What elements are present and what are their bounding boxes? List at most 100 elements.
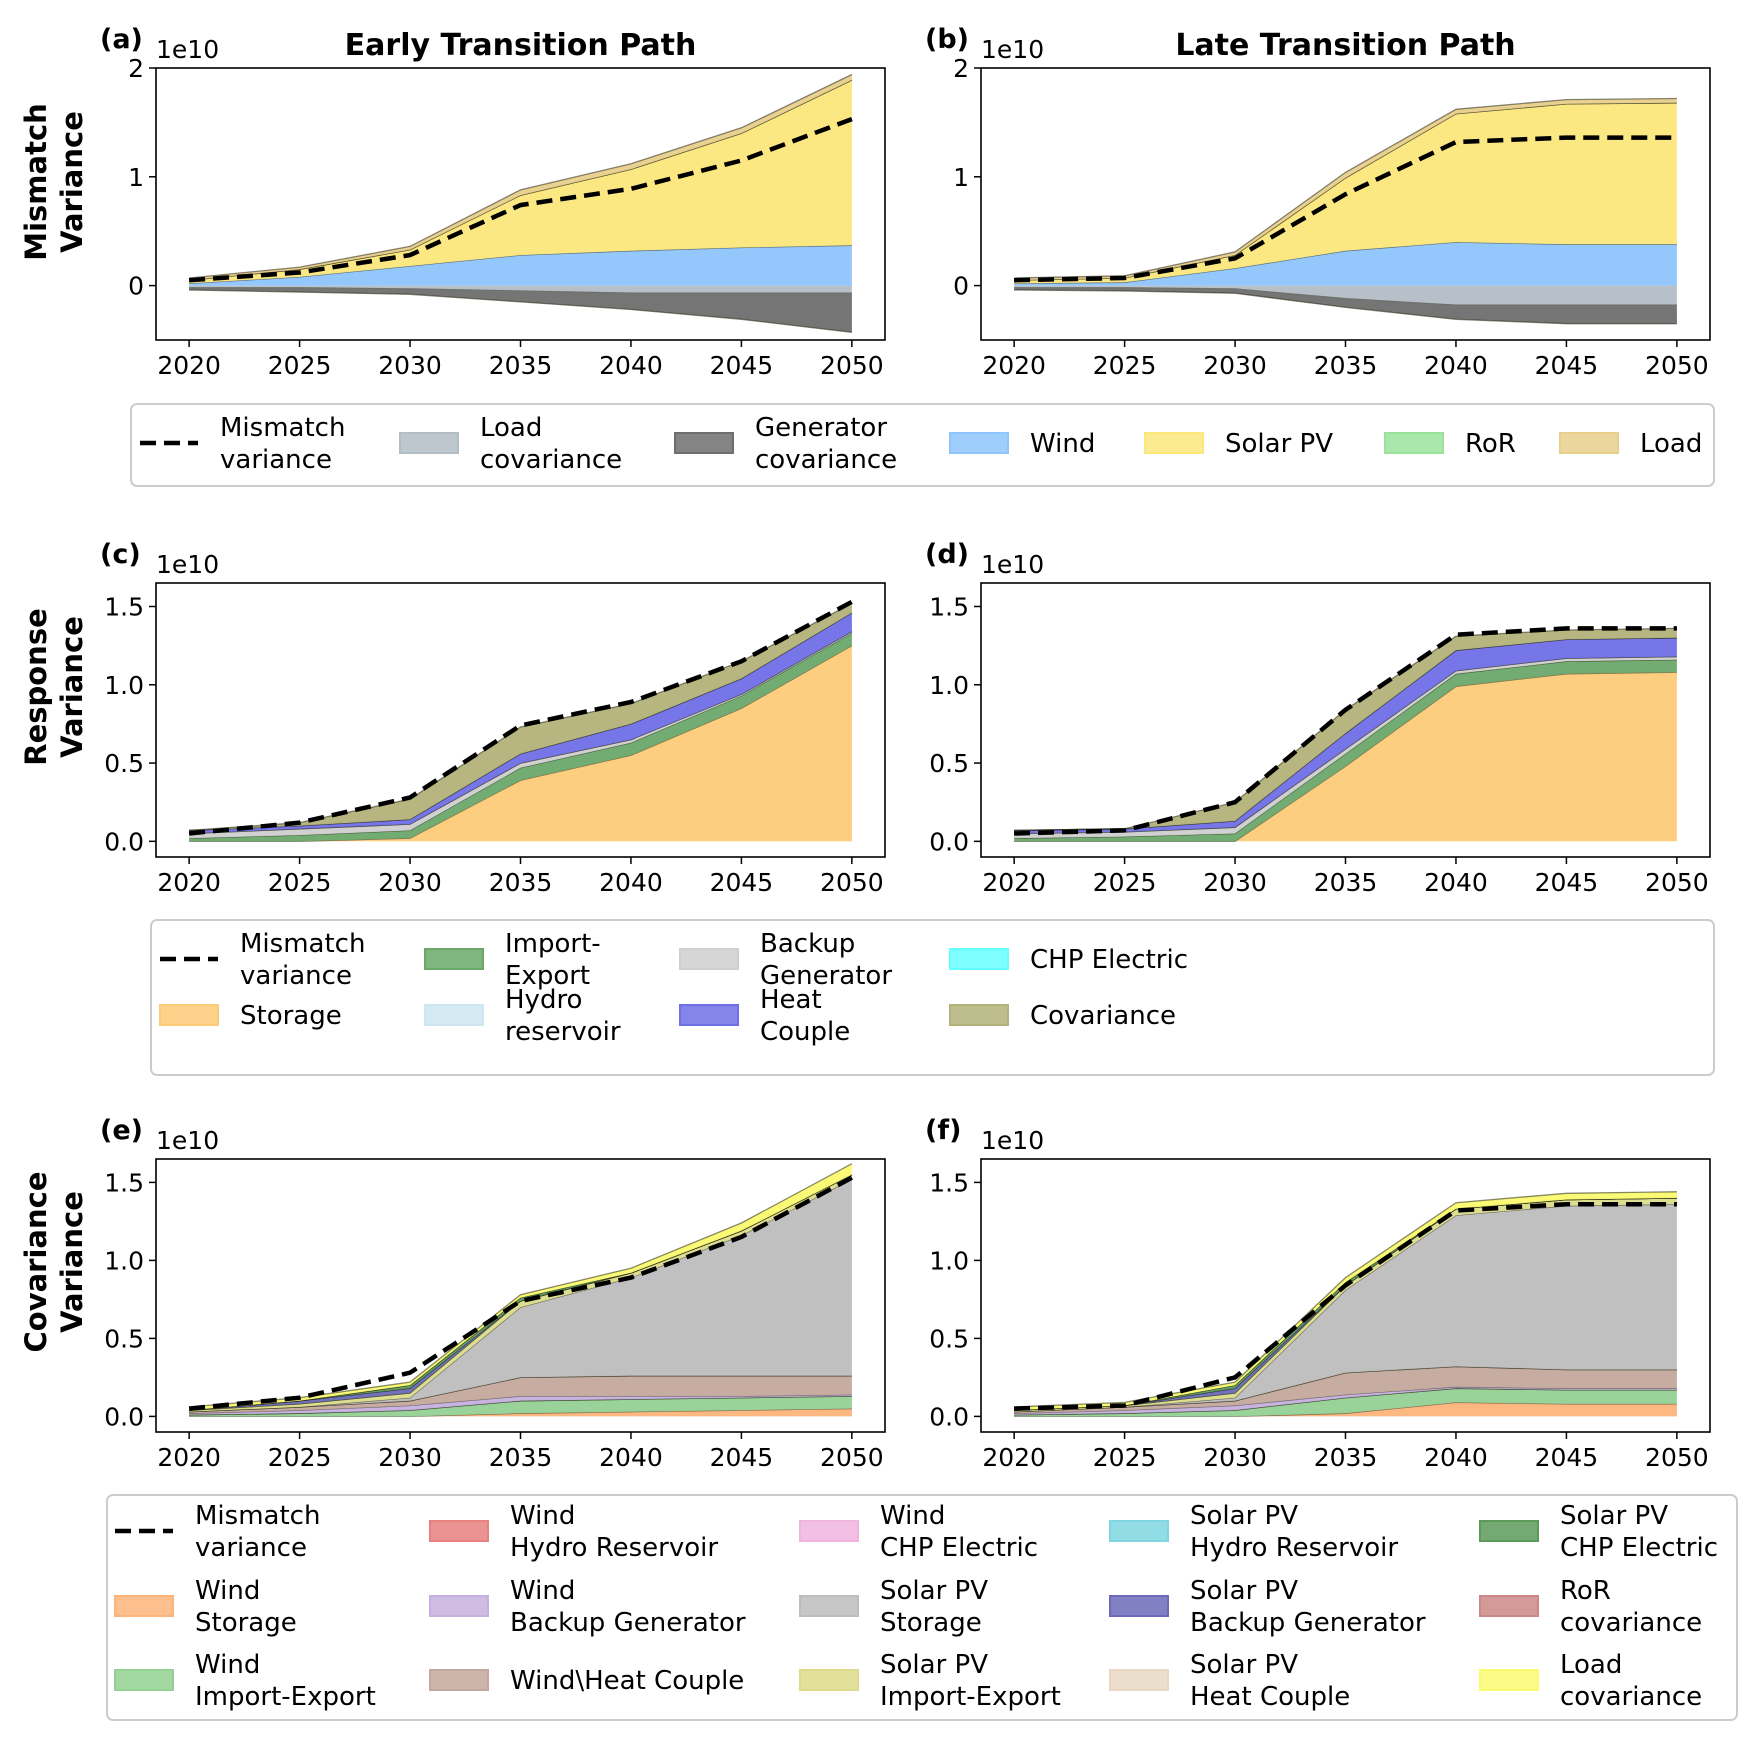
- legend-label: Load: [1560, 1650, 1622, 1680]
- area-neg-0: [189, 285, 852, 294]
- y-tick-label: 0.5: [929, 1324, 969, 1353]
- axis-multiplier: 1e10: [156, 550, 219, 579]
- legend-swatch: [424, 948, 484, 970]
- x-tick-label: 2035: [489, 868, 553, 897]
- legend-label: RoR: [1465, 429, 1516, 459]
- legend-label: Import-Export: [195, 1682, 376, 1712]
- legend-label: Generator: [760, 961, 892, 991]
- legend-label: CHP Electric: [880, 1533, 1038, 1563]
- area-pos-4: [1014, 637, 1677, 834]
- y-tick-label: 1.0: [929, 1246, 969, 1275]
- legend-label: RoR: [1560, 1576, 1611, 1606]
- chart-title: Late Transition Path: [1175, 28, 1515, 63]
- x-tick-label: 2025: [1093, 351, 1157, 380]
- legend-label: Solar PV: [1190, 1576, 1298, 1606]
- x-tick-label: 2045: [710, 868, 774, 897]
- x-tick-label: 2020: [157, 1443, 221, 1472]
- mismatch-line: [1014, 1201, 1677, 1411]
- x-tick-label: 2025: [268, 351, 332, 380]
- x-tick-label: 2040: [599, 1443, 663, 1472]
- legend-swatch: [679, 948, 739, 970]
- legend-swatch: [1109, 1520, 1169, 1542]
- legend-frame: [106, 1494, 1738, 1721]
- legend-label: Wind: [510, 1501, 575, 1531]
- legend-label: Hydro Reservoir: [1190, 1533, 1398, 1563]
- y-tick-label: 2: [128, 54, 144, 83]
- x-tick-label: 2035: [489, 1443, 553, 1472]
- panel-label: (f): [925, 1115, 961, 1146]
- chart-panel-a: 2020 2025 2030 2035 2040 2045 2050 0 1 2(a) 1e10 Ea…: [100, 24, 886, 380]
- y-tick-label: 1.5: [104, 592, 144, 621]
- axis-multiplier: 1e10: [981, 35, 1044, 64]
- area-pos-6: [1014, 628, 1677, 831]
- panel-label: (d): [925, 539, 969, 570]
- chart-panel-e: 2020 2025 2030 2035 2040 2045 2050 0.0 0.5 1.0 1.5…: [100, 1115, 886, 1472]
- legend-swatch: [1109, 1595, 1169, 1617]
- area-pos-0: [1014, 242, 1677, 286]
- legend-1: MismatchvarianceLoadcovarianceGeneratorc…: [130, 403, 1715, 487]
- x-tick-label: 2030: [1203, 868, 1267, 897]
- legend-swatch: [1384, 432, 1444, 454]
- y-tick-label: 0.0: [929, 827, 969, 856]
- legend-frame: [130, 403, 1715, 487]
- legend-label: Wind: [195, 1576, 260, 1606]
- legend-label: Wind: [1030, 429, 1095, 459]
- legend-label: Couple: [760, 1017, 850, 1047]
- legend-swatch: [1109, 1669, 1169, 1691]
- legend-label: Solar PV: [880, 1650, 988, 1680]
- legend-label: Backup: [760, 929, 855, 959]
- area-pos-0: [1014, 672, 1677, 842]
- y-tick-label: 1.5: [929, 592, 969, 621]
- x-tick-label: 2035: [1314, 351, 1378, 380]
- x-tick-label: 2030: [378, 868, 442, 897]
- legend-swatch: [114, 1595, 174, 1617]
- x-tick-label: 2020: [157, 868, 221, 897]
- area-pos-0: [189, 645, 852, 842]
- legend-label: Solar PV: [1225, 429, 1333, 459]
- legend-swatch: [679, 1004, 739, 1026]
- legend-label: Storage: [880, 1608, 982, 1638]
- legend-label: Storage: [240, 1001, 342, 1031]
- panel-label: (a): [100, 24, 143, 55]
- legend-swatch: [949, 432, 1009, 454]
- legend-label: Solar PV: [1190, 1501, 1298, 1531]
- legend-label: Import-Export: [880, 1682, 1061, 1712]
- row-label-line: Mismatch: [19, 103, 53, 261]
- mismatch-line: [1014, 135, 1677, 283]
- area-pos-0: [189, 245, 852, 286]
- legend-swatch: [114, 1669, 174, 1691]
- legend-swatch: [799, 1520, 859, 1542]
- legend-label: variance: [240, 961, 352, 991]
- chart-panel-b: 2020 2025 2030 2035 2040 2045 2050 0 1 2(b) 1e10 La…: [925, 24, 1711, 380]
- x-tick-label: 2025: [1093, 868, 1157, 897]
- area-pos-1: [189, 1396, 852, 1417]
- panel-label: (e): [100, 1115, 143, 1146]
- legend-label: covariance: [755, 445, 897, 475]
- legend-swatch: [1559, 432, 1619, 454]
- x-tick-label: 2050: [1645, 1443, 1709, 1472]
- legend-label: Mismatch: [195, 1501, 320, 1531]
- axis-multiplier: 1e10: [156, 1126, 219, 1155]
- mismatch-line: [188, 116, 853, 283]
- panel-label: (b): [925, 24, 969, 55]
- legend-label: Wind\Heat Couple: [510, 1666, 744, 1696]
- legend-label: Mismatch: [240, 929, 365, 959]
- legend-3: MismatchvarianceWindStorageWindImport-Ex…: [106, 1494, 1738, 1721]
- y-tick-label: 1.0: [104, 1246, 144, 1275]
- legend-label: Generator: [755, 413, 887, 443]
- y-tick-label: 1: [953, 163, 969, 192]
- legend-label: covariance: [1560, 1608, 1702, 1638]
- legend-label: Heat Couple: [1190, 1682, 1350, 1712]
- x-tick-label: 2040: [1424, 351, 1488, 380]
- axis-multiplier: 1e10: [981, 550, 1044, 579]
- row-label-response: Response Variance: [19, 608, 89, 766]
- x-tick-label: 2050: [1645, 351, 1709, 380]
- legend-label: variance: [195, 1533, 307, 1563]
- legend-label: Solar PV: [1190, 1650, 1298, 1680]
- legend-label: Heat: [760, 985, 822, 1015]
- x-tick-label: 2035: [1314, 1443, 1378, 1472]
- legend-label: reservoir: [505, 1017, 621, 1047]
- area-pos-1: [189, 80, 852, 284]
- legend-label: Wind: [195, 1650, 260, 1680]
- legend-swatch: [159, 1004, 219, 1026]
